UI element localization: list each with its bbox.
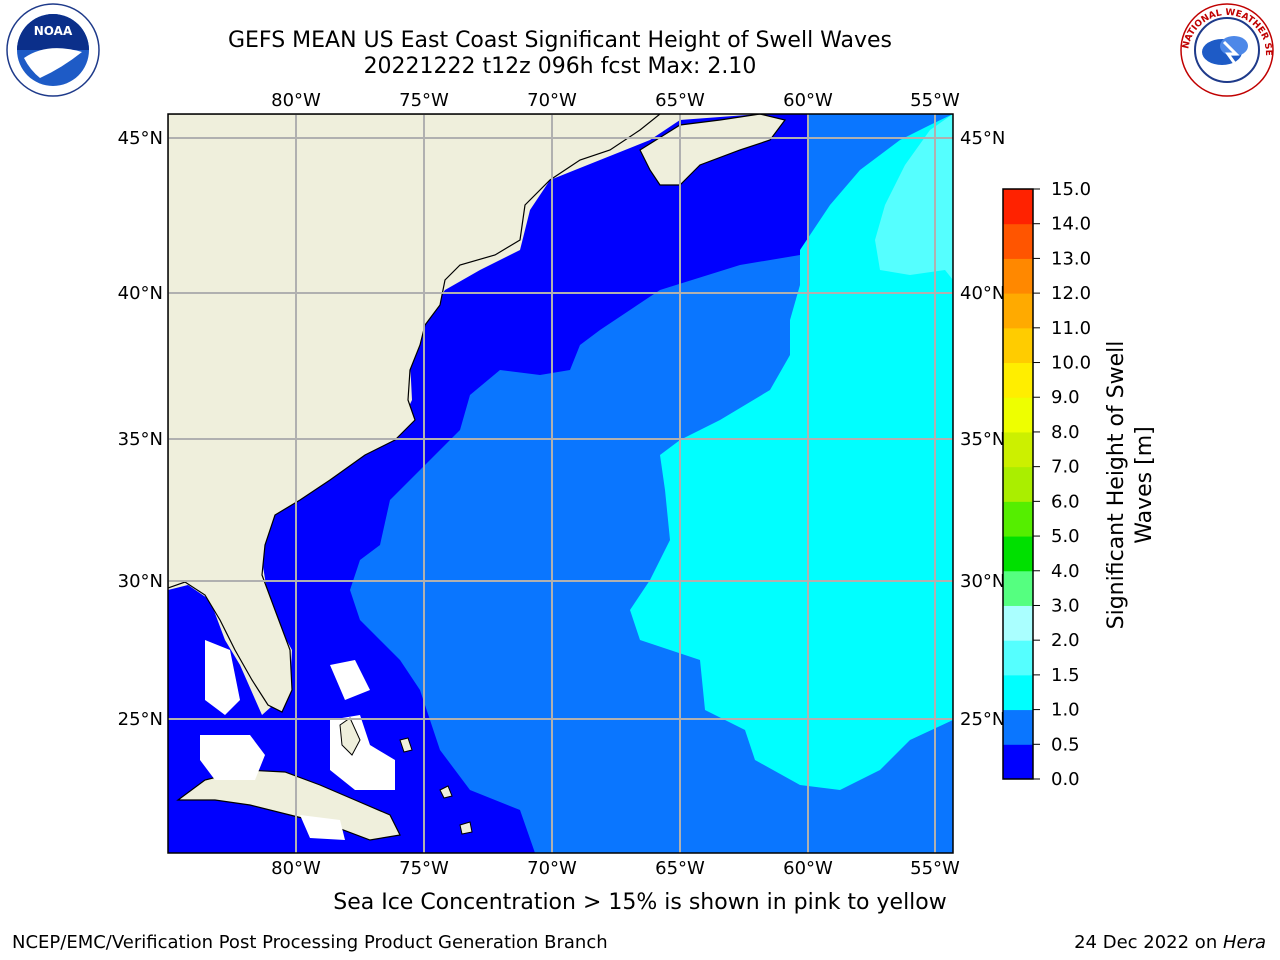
lat-label: 45°N [118,128,163,149]
map-frame [167,113,954,854]
lat-label: 25°N [118,709,163,730]
lon-label: 55°W [910,858,960,879]
lon-labels-top: 80°W 75°W 70°W 65°W 60°W 55°W [271,90,960,111]
colorbar-swatch [1003,744,1033,780]
colorbar-tick-label: 0.0 [1051,769,1080,790]
colorbar-tick-label: 4.0 [1051,561,1080,582]
credit-branch: NCEP/EMC/Verification Post Processing Pr… [12,932,608,953]
colorbar-swatch [1003,362,1033,398]
lat-label: 35°N [118,429,163,450]
lat-label: 30°N [960,571,1005,592]
lat-labels-left: 45°N 40°N 35°N 30°N 25°N [118,128,163,730]
colorbar-swatch [1003,570,1033,606]
colorbar-tick-label: 2.0 [1051,630,1080,651]
colorbar-tick-label: 0.5 [1051,734,1080,755]
lon-label: 80°W [271,858,321,879]
noaa-logo: NOAA [6,3,100,97]
lon-labels-bottom: 80°W 75°W 70°W 65°W 60°W 55°W [271,858,960,879]
colorbar-label-line2: Waves [m] [1132,426,1157,543]
colorbar-swatch [1003,431,1033,468]
bahamas-islands [339,717,473,835]
colorbar-tick-label: 8.0 [1051,422,1080,443]
lat-label: 40°N [118,283,163,304]
colorbar-tick-label: 10.0 [1051,353,1091,374]
lon-label: 60°W [783,858,833,879]
colorbar-swatch [1003,293,1033,329]
chart-title-line1: GEFS MEAN US East Coast Significant Heig… [227,28,893,53]
nws-logo: NATIONAL WEATHER SERVICE [1176,2,1274,97]
colorbar-swatch [1003,397,1033,433]
colorbar-tick-label: 9.0 [1051,387,1080,408]
colorbar-swatch [1003,640,1033,676]
colorbar-tick-label: 3.0 [1051,595,1080,616]
colorbar-tick-label: 1.0 [1051,700,1080,721]
colorbar-tick-label: 5.0 [1051,526,1080,547]
lon-label: 65°W [655,90,705,111]
colorbar-swatch [1003,189,1033,225]
colorbar-tick-label: 13.0 [1051,248,1091,269]
colorbar-label: Significant Height of Swell Waves [m] [1104,341,1157,630]
sea-ice-note: Sea Ice Concentration > 15% is shown in … [333,890,947,915]
lat-label: 25°N [960,709,1005,730]
colorbar-swatch [1003,536,1033,572]
lat-label: 35°N [960,429,1005,450]
colorbar-swatch [1003,605,1033,641]
colorbar-swatch [1003,501,1033,537]
lat-labels-right: 45°N 40°N 35°N 30°N 25°N [960,128,1005,730]
chart-title-line2: 20221222 t12z 096h fcst Max: 2.10 [363,54,757,79]
colorbar-tick-label: 1.5 [1051,665,1080,686]
colorbar-swatch [1003,258,1033,294]
lon-label: 70°W [527,858,577,879]
maritimes-land [639,114,787,186]
colorbar-tick-label: 7.0 [1051,457,1080,478]
lon-label: 60°W [783,90,833,111]
colorbar-swatches [1003,189,1033,780]
map-gridlines [168,114,953,853]
colorbar-label-line1: Significant Height of Swell [1104,341,1129,630]
colorbar-swatch [1003,709,1033,745]
colorbar-tick-label: 15.0 [1051,179,1091,200]
credit-date-text: 24 Dec 2022 on [1074,932,1223,953]
credit-host: Hera [1222,932,1266,953]
lon-label: 65°W [655,858,705,879]
lon-label: 75°W [399,858,449,879]
colorbar-swatch [1003,223,1033,259]
lon-label: 80°W [271,90,321,111]
colorbar-swatch [1003,327,1033,364]
us-east-coast-land [168,114,661,713]
colorbar-tick-label: 6.0 [1051,491,1080,512]
swell-band-0.5-1.0 [350,114,808,853]
colorbar-swatch [1003,674,1033,711]
credit-date: 24 Dec 2022 on Hera [1074,932,1266,953]
lon-label: 55°W [910,90,960,111]
lat-label: 40°N [960,283,1005,304]
colorbar-ticks: 0.0 0.5 1.0 1.5 2.0 3.0 4.0 5.0 6.0 7.0 8.0 9.0 10.0… [1033,179,1091,790]
colorbar-tick-label: 14.0 [1051,214,1091,235]
colorbar-tick-label: 12.0 [1051,283,1091,304]
noaa-logo-text: NOAA [34,24,73,38]
lon-label: 75°W [399,90,449,111]
colorbar-swatch [1003,466,1033,502]
swell-band-1.5-2.0 [875,114,953,280]
colorbar-frame [1002,188,1034,780]
swell-band-1.0-1.5 [630,114,953,790]
lon-label: 70°W [527,90,577,111]
lat-label: 45°N [960,128,1005,149]
lat-label: 30°N [118,571,163,592]
colorbar-tick-label: 11.0 [1051,318,1091,339]
